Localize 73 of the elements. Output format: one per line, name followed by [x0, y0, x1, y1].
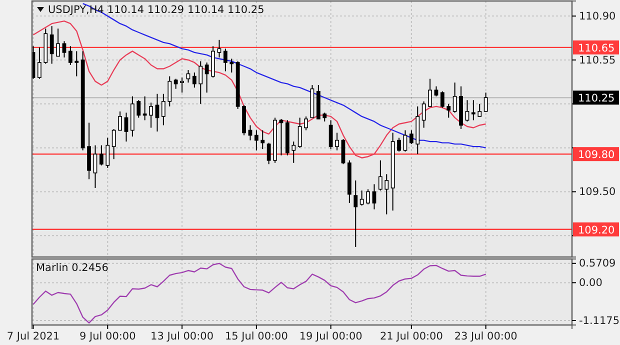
- x-tick-label: 19 Jul 00:00: [299, 330, 362, 342]
- candlestick: [366, 188, 370, 205]
- candlestick: [471, 100, 476, 121]
- candlestick: [434, 86, 438, 97]
- candlestick: [230, 58, 234, 74]
- candlestick: [378, 160, 382, 191]
- candlestick: [422, 100, 426, 128]
- x-tick-label: 15 Jul 00:00: [224, 330, 288, 342]
- y-tick-label: 110.55: [579, 54, 616, 66]
- candlestick: [328, 120, 333, 150]
- candlestick: [452, 82, 457, 114]
- candlestick: [341, 138, 346, 165]
- x-tick-label: 23 Jul 00:00: [454, 330, 518, 342]
- candlestick: [161, 93, 166, 126]
- x-tick-label: 9 Jul 00:00: [79, 330, 136, 342]
- candlestick: [68, 46, 72, 66]
- candlestick: [465, 100, 470, 122]
- candlestick: [260, 130, 265, 150]
- candlestick: [118, 110, 122, 131]
- y-tick-label: 110.90: [579, 10, 616, 22]
- ref-line-label: 109.20: [578, 224, 615, 236]
- ref-line-label: 110.25: [578, 92, 615, 105]
- candlestick: [149, 102, 153, 128]
- y-tick-label: 0.00: [579, 277, 602, 290]
- candlestick: [354, 180, 358, 248]
- candlestick: [180, 77, 184, 94]
- candlestick: [428, 78, 432, 107]
- candlestick: [174, 78, 178, 90]
- chart-title: Marlin 0.2456: [36, 262, 109, 274]
- x-tick-label: 13 Jul 00:00: [150, 330, 214, 342]
- x-tick-label: 7 Jul 2021: [6, 330, 60, 342]
- candlestick: [304, 116, 308, 131]
- candlestick: [298, 117, 302, 148]
- candlestick: [266, 142, 271, 165]
- candlestick: [198, 60, 203, 104]
- candlestick: [99, 144, 104, 166]
- ref-line-label: 110.65: [578, 42, 615, 54]
- line-series: [32, 262, 486, 324]
- line-series: [32, 20, 486, 158]
- candlestick: [478, 103, 482, 117]
- candlestick: [384, 174, 389, 215]
- candlestick: [360, 190, 364, 206]
- ref-line-label: 109.80: [578, 149, 615, 162]
- candlestick: [335, 132, 339, 151]
- y-tick-label: -1.1175: [579, 314, 620, 327]
- candlestick: [62, 40, 66, 58]
- candlestick: [56, 28, 60, 57]
- candlestick: [292, 141, 296, 164]
- candlestick: [87, 122, 91, 180]
- candlestick: [106, 137, 110, 168]
- candlestick: [204, 62, 209, 94]
- candlestick: [136, 100, 141, 118]
- candlestick: [37, 46, 42, 80]
- candlestick: [217, 39, 222, 58]
- candlestick: [93, 144, 98, 188]
- x-tick-label: 21 Jul 00:00: [380, 330, 443, 342]
- y-tick-label: 0.5709: [579, 258, 616, 270]
- candlestick: [124, 112, 128, 142]
- candlestick: [50, 26, 54, 64]
- candlestick: [168, 76, 172, 107]
- candlestick: [440, 90, 444, 108]
- candlestick: [112, 128, 116, 160]
- candlestick: [372, 184, 376, 210]
- candlestick: [409, 130, 414, 145]
- candlestick: [223, 48, 228, 72]
- candlestick: [484, 92, 488, 112]
- candlestick: [254, 130, 258, 151]
- candlestick: [142, 96, 147, 121]
- candlestick: [397, 137, 401, 152]
- y-tick-label: 109.50: [579, 186, 616, 198]
- candlestick: [192, 72, 196, 88]
- candlestick: [74, 50, 79, 77]
- candlestick: [446, 103, 451, 118]
